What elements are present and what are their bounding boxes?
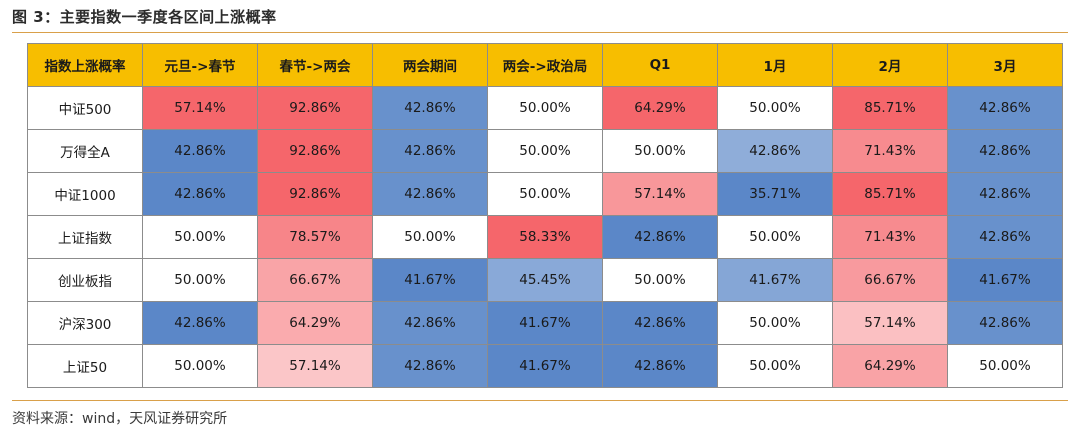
heatmap-table: 指数上涨概率 元旦->春节 春节->两会 两会期间 两会->政治局 Q1 1月 … xyxy=(27,43,1063,388)
table-row: 中证500 57.14% 92.86% 42.86% 50.00% 64.29% 50.00… xyxy=(27,86,1063,130)
table-row: 中证1000 42.86% 92.86% 42.86% 50.00% 57.14% 35.7… xyxy=(27,172,1063,216)
heatmap-cell: 50.00% xyxy=(142,258,258,302)
column-header: Q1 xyxy=(602,43,718,87)
heatmap-cell: 50.00% xyxy=(372,215,488,259)
heatmap-cell: 42.86% xyxy=(602,215,718,259)
heatmap-cell: 41.67% xyxy=(487,344,603,388)
heatmap-cell: 50.00% xyxy=(487,172,603,216)
heatmap-cell: 66.67% xyxy=(257,258,373,302)
heatmap-cell: 92.86% xyxy=(257,129,373,173)
heatmap-cell: 42.86% xyxy=(947,215,1063,259)
row-header: 中证500 xyxy=(27,86,143,130)
heatmap-cell: 42.86% xyxy=(372,344,488,388)
heatmap-cell: 92.86% xyxy=(257,86,373,130)
heatmap-cell: 42.86% xyxy=(602,344,718,388)
heatmap-cell: 42.86% xyxy=(142,129,258,173)
table-row: 创业板指 50.00% 66.67% 41.67% 45.45% 50.00% 41.67%… xyxy=(27,258,1063,302)
heatmap-cell: 66.67% xyxy=(832,258,948,302)
heatmap-cell: 50.00% xyxy=(717,344,833,388)
heatmap-cell: 85.71% xyxy=(832,172,948,216)
heatmap-cell: 41.67% xyxy=(717,258,833,302)
column-header: 1月 xyxy=(717,43,833,87)
heatmap-cell: 50.00% xyxy=(717,215,833,259)
heatmap-cell: 57.14% xyxy=(602,172,718,216)
figure-title: 图 3：主要指数一季度各区间上涨概率 xyxy=(12,8,277,26)
heatmap-cell: 42.86% xyxy=(372,172,488,216)
heatmap-cell: 45.45% xyxy=(487,258,603,302)
heatmap-cell: 71.43% xyxy=(832,215,948,259)
heatmap-body: 中证500 57.14% 92.86% 42.86% 50.00% 64.29% 50.00… xyxy=(27,86,1063,388)
heatmap-cell: 50.00% xyxy=(717,86,833,130)
heatmap-cell: 42.86% xyxy=(947,129,1063,173)
heatmap-cell: 50.00% xyxy=(717,301,833,345)
heatmap-cell: 50.00% xyxy=(487,86,603,130)
heatmap-cell: 85.71% xyxy=(832,86,948,130)
header-row: 指数上涨概率 元旦->春节 春节->两会 两会期间 两会->政治局 Q1 1月 … xyxy=(27,43,1063,87)
heatmap-cell: 35.71% xyxy=(717,172,833,216)
column-header: 两会->政治局 xyxy=(487,43,603,87)
row-header: 沪深300 xyxy=(27,301,143,345)
heatmap-cell: 42.86% xyxy=(372,301,488,345)
heatmap-cell: 50.00% xyxy=(142,215,258,259)
heatmap-cell: 41.67% xyxy=(372,258,488,302)
heatmap-cell: 92.86% xyxy=(257,172,373,216)
row-header: 创业板指 xyxy=(27,258,143,302)
row-header: 上证50 xyxy=(27,344,143,388)
heatmap-cell: 42.86% xyxy=(947,172,1063,216)
heatmap-cell: 50.00% xyxy=(947,344,1063,388)
heatmap-cell: 42.86% xyxy=(372,86,488,130)
column-header: 2月 xyxy=(832,43,948,87)
row-header: 万得全A xyxy=(27,129,143,173)
column-header: 3月 xyxy=(947,43,1063,87)
heatmap-cell: 42.86% xyxy=(142,172,258,216)
heatmap-cell: 42.86% xyxy=(947,301,1063,345)
heatmap-cell: 50.00% xyxy=(602,258,718,302)
row-header: 上证指数 xyxy=(27,215,143,259)
heatmap-cell: 50.00% xyxy=(142,344,258,388)
column-header: 元旦->春节 xyxy=(142,43,258,87)
heatmap-cell: 78.57% xyxy=(257,215,373,259)
corner-header: 指数上涨概率 xyxy=(27,43,143,87)
bottom-rule xyxy=(12,400,1068,401)
heatmap-cell: 42.86% xyxy=(947,86,1063,130)
table-row: 沪深300 42.86% 64.29% 42.86% 41.67% 42.86% 50.00… xyxy=(27,301,1063,345)
table-row: 上证指数 50.00% 78.57% 50.00% 58.33% 42.86% 50.00%… xyxy=(27,215,1063,259)
heatmap-cell: 50.00% xyxy=(602,129,718,173)
heatmap-cell: 64.29% xyxy=(257,301,373,345)
heatmap-cell: 42.86% xyxy=(602,301,718,345)
source-note: 资料来源：wind，天风证券研究所 xyxy=(12,411,228,427)
heatmap-cell: 64.29% xyxy=(602,86,718,130)
heatmap-cell: 41.67% xyxy=(487,301,603,345)
table-row: 上证50 50.00% 57.14% 42.86% 41.67% 42.86% 50.00%… xyxy=(27,344,1063,388)
heatmap-cell: 57.14% xyxy=(142,86,258,130)
column-header: 两会期间 xyxy=(372,43,488,87)
column-header: 春节->两会 xyxy=(257,43,373,87)
heatmap-cell: 42.86% xyxy=(142,301,258,345)
top-rule xyxy=(12,32,1068,33)
heatmap-cell: 71.43% xyxy=(832,129,948,173)
heatmap-cell: 50.00% xyxy=(487,129,603,173)
heatmap-cell: 41.67% xyxy=(947,258,1063,302)
heatmap-cell: 64.29% xyxy=(832,344,948,388)
heatmap-cell: 42.86% xyxy=(717,129,833,173)
table-row: 万得全A 42.86% 92.86% 42.86% 50.00% 50.00% 42.86%… xyxy=(27,129,1063,173)
heatmap-cell: 57.14% xyxy=(257,344,373,388)
heatmap-cell: 42.86% xyxy=(372,129,488,173)
heatmap-cell: 58.33% xyxy=(487,215,603,259)
row-header: 中证1000 xyxy=(27,172,143,216)
heatmap-cell: 57.14% xyxy=(832,301,948,345)
